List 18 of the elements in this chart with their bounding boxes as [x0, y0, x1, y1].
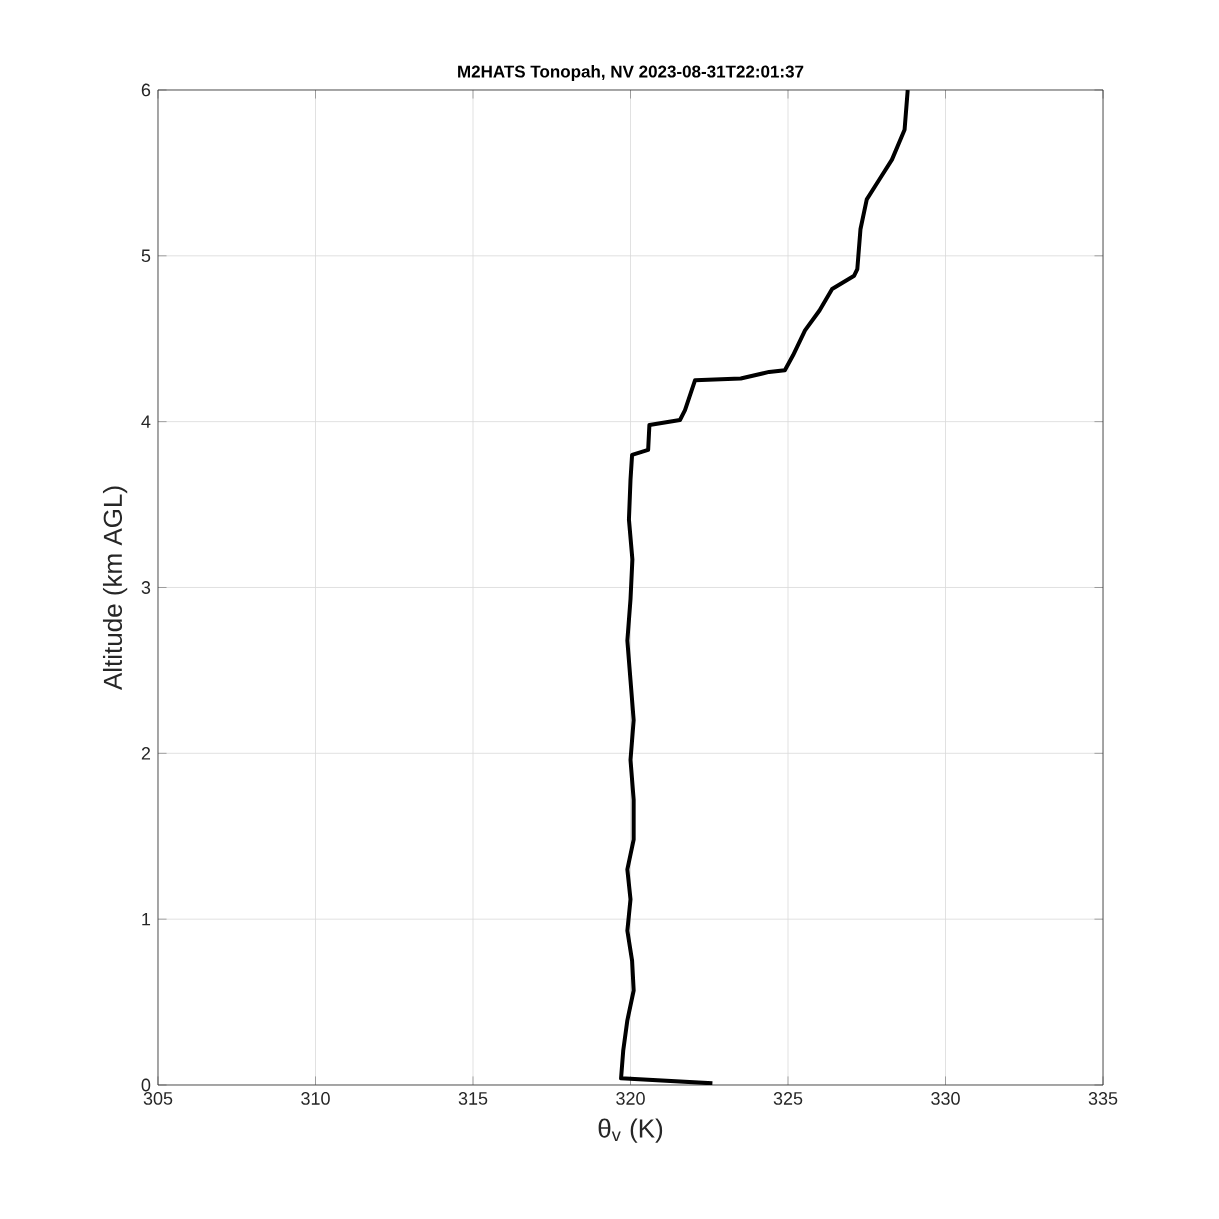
x-tick-label: 305	[143, 1092, 173, 1105]
y-tick-label: 6	[141, 83, 151, 97]
x-tick-label: 330	[931, 1092, 960, 1105]
y-tick-label: 1	[142, 912, 151, 926]
y-tick-label: 0	[141, 1078, 151, 1092]
line-series	[619, 89, 910, 1085]
y-axis-title: Altitude (km AGL)	[102, 486, 128, 691]
y-tick-label: 4	[141, 415, 151, 428]
chart-title: M2HATS Tonopah, NV 2023-08-31T22:01:37	[458, 65, 804, 81]
x-tick-label: 335	[1088, 1092, 1118, 1105]
y-tick-label: 2	[141, 747, 151, 760]
x-tick-label: 310	[301, 1092, 330, 1105]
x-tick-label: 320	[616, 1092, 645, 1105]
x-tick-label: 315	[458, 1092, 488, 1105]
y-tick-label: 3	[141, 581, 151, 594]
y-tick-label: 5	[141, 249, 151, 263]
x-tick-label: 325	[773, 1092, 803, 1105]
x-axis-title: θ$_{v}$ (K)	[598, 1118, 663, 1143]
